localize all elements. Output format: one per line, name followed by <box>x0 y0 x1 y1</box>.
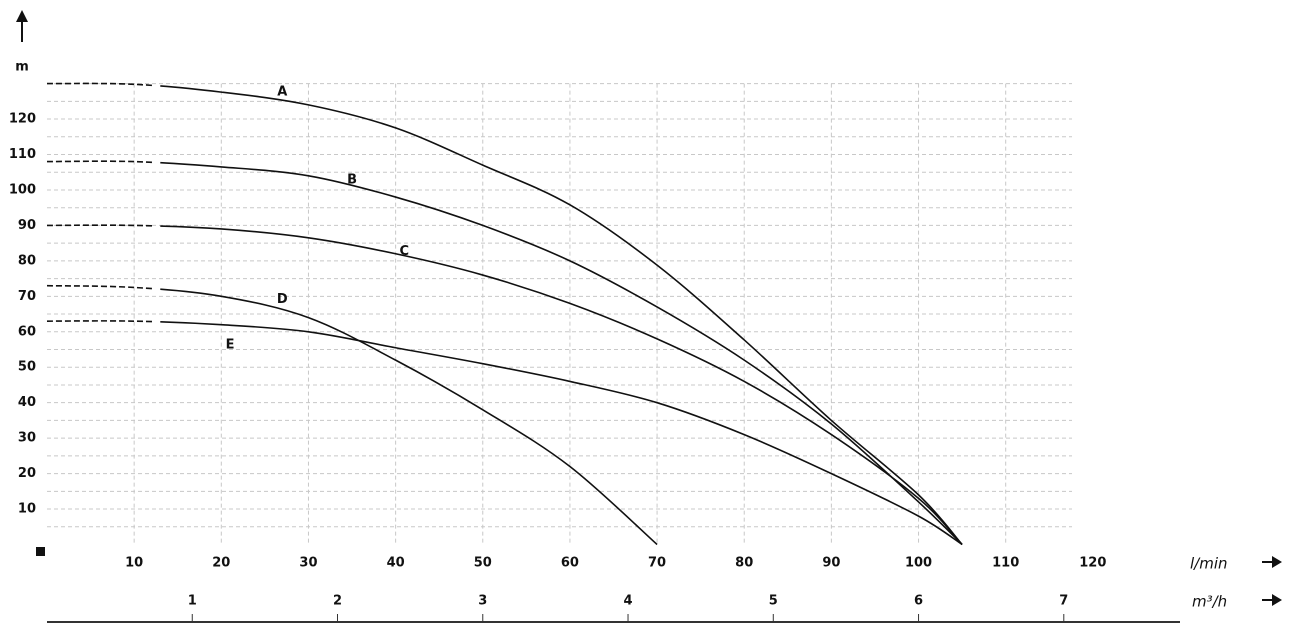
curve <box>46 224 963 546</box>
x2-arrow-head <box>1272 594 1282 606</box>
y-tick-label: 80 <box>18 253 36 268</box>
curve <box>46 82 963 546</box>
x-tick-label: 110 <box>992 556 1019 571</box>
x-tick-label: 80 <box>735 556 753 571</box>
x-tick-label: 120 <box>1079 556 1106 571</box>
y-arrow-head <box>16 10 28 22</box>
x-tick-label: 90 <box>822 556 840 571</box>
grid <box>47 83 1072 545</box>
y-tick-label: 120 <box>9 112 36 127</box>
y-tick-label: 30 <box>18 431 36 446</box>
curve <box>46 320 963 546</box>
x2-axis-label: m³/h <box>1192 593 1227 611</box>
series-label: E <box>226 338 235 353</box>
y-tick-label: 100 <box>9 182 36 197</box>
series-label: D <box>277 292 288 307</box>
x-tick-label: 40 <box>387 556 405 571</box>
x-tick-label: 100 <box>905 556 932 571</box>
origin-marker <box>36 547 45 556</box>
x-tick-label: 60 <box>561 556 579 571</box>
y-tick-label: 20 <box>18 466 36 481</box>
y-tick-label: 40 <box>18 395 36 410</box>
series-label: B <box>347 173 357 188</box>
y-tick-label: 60 <box>18 324 36 339</box>
x-arrow-head <box>1272 556 1282 568</box>
x2-tick-label: 5 <box>769 594 778 609</box>
curves <box>46 82 963 546</box>
x2-tick-label: 4 <box>624 594 633 609</box>
y-tick-label: 110 <box>9 147 36 162</box>
series-label: A <box>277 85 287 100</box>
x2-tick-label: 7 <box>1059 594 1068 609</box>
x2-tick-label: 2 <box>333 594 342 609</box>
curve <box>46 284 658 546</box>
x-tick-label: 20 <box>212 556 230 571</box>
x-axis-label: l/min <box>1190 555 1228 573</box>
x2-tick-label: 1 <box>188 594 197 609</box>
x2-tick-label: 6 <box>914 594 923 609</box>
x-tick-label: 50 <box>474 556 492 571</box>
y-axis-label: m <box>15 60 29 75</box>
x2-tick-label: 3 <box>478 594 487 609</box>
x-tick-label: 70 <box>648 556 666 571</box>
curve <box>46 160 963 546</box>
x-tick-label: 10 <box>125 556 143 571</box>
x-tick-label: 30 <box>299 556 317 571</box>
y-tick-label: 50 <box>18 360 36 375</box>
series-label: C <box>400 244 410 259</box>
y-tick-label: 90 <box>18 218 36 233</box>
y-tick-label: 70 <box>18 289 36 304</box>
y-tick-label: 10 <box>18 502 36 517</box>
